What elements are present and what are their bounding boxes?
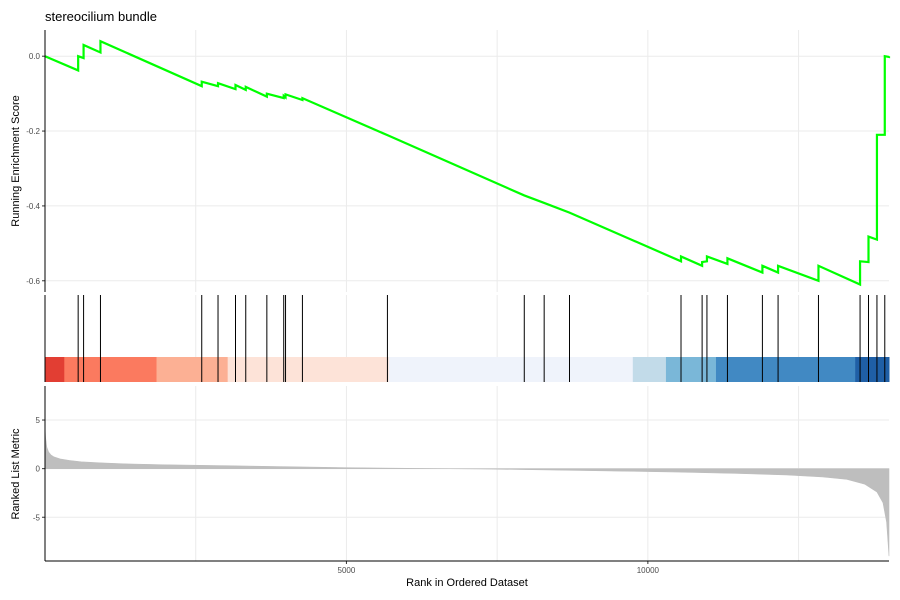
- y-tick-label: -0.4: [26, 202, 40, 211]
- color-bar-segment: [632, 357, 667, 382]
- ranked-metric-y-ticks: 5 0 -5: [33, 416, 45, 522]
- ranked-metric-panel: 5 0 -5 5000 10000 Ranked List Metric Rank i…: [10, 386, 890, 589]
- ranking-color-bar: [45, 357, 890, 382]
- y-tick-label: 0: [36, 465, 41, 474]
- color-bar-segment: [227, 357, 390, 382]
- color-bar-segment: [665, 357, 717, 382]
- color-bar-segment: [855, 357, 890, 382]
- y-tick-label: 5: [36, 416, 41, 425]
- color-bar-segment: [156, 357, 229, 382]
- x-tick-label: 10000: [637, 566, 660, 575]
- gene-hit-ticks: [77, 295, 886, 382]
- running-score-gridlines: [45, 30, 889, 292]
- color-bar-segment: [45, 357, 65, 382]
- running-score-y-axis-title: Running Enrichment Score: [10, 95, 22, 226]
- y-tick-label: -0.6: [26, 277, 40, 286]
- y-tick-label: 0.0: [29, 52, 41, 61]
- y-tick-label: -0.2: [26, 127, 40, 136]
- running-score-y-ticks: 0.0 -0.2 -0.4 -0.6: [26, 52, 45, 286]
- running-score-panel: 0.0 -0.2 -0.4 -0.6 Running Enrichment Score: [10, 30, 891, 292]
- ranked-metric-area: [44, 427, 890, 557]
- running-score-line: [44, 39, 891, 287]
- chart-title: stereocilium bundle: [45, 9, 157, 24]
- y-tick-label: -5: [33, 513, 41, 522]
- ranked-metric-x-axis-title: Rank in Ordered Dataset: [406, 577, 528, 589]
- color-bar-segment: [715, 357, 856, 382]
- color-bar-segment: [64, 357, 158, 382]
- ranked-metric-y-axis-title: Ranked List Metric: [10, 428, 22, 520]
- color-bar-segment: [388, 357, 634, 382]
- ranked-metric-x-ticks: 5000 10000: [338, 561, 660, 575]
- x-tick-label: 5000: [338, 566, 356, 575]
- gene-hits-panel: [44, 295, 890, 382]
